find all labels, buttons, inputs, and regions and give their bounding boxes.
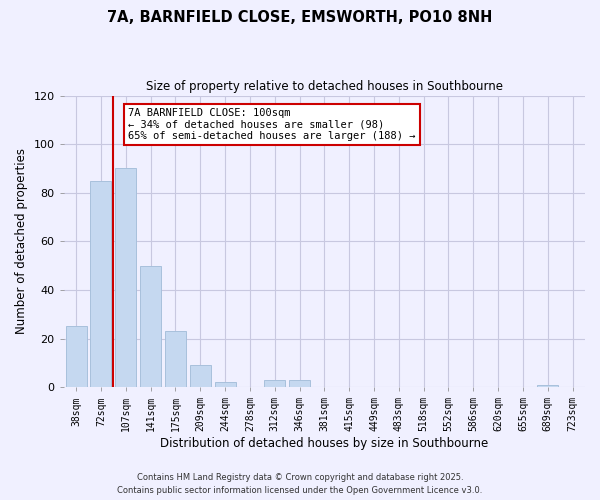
X-axis label: Distribution of detached houses by size in Southbourne: Distribution of detached houses by size …	[160, 437, 488, 450]
Bar	[65, 326, 86, 387]
Bar	[115, 168, 136, 387]
Bar	[264, 380, 285, 387]
Text: Contains HM Land Registry data © Crown copyright and database right 2025.
Contai: Contains HM Land Registry data © Crown c…	[118, 474, 482, 495]
Bar	[537, 384, 559, 387]
Y-axis label: Number of detached properties: Number of detached properties	[15, 148, 28, 334]
Bar	[215, 382, 236, 387]
Bar	[91, 180, 112, 387]
Text: 7A BARNFIELD CLOSE: 100sqm
← 34% of detached houses are smaller (98)
65% of semi: 7A BARNFIELD CLOSE: 100sqm ← 34% of deta…	[128, 108, 416, 141]
Title: Size of property relative to detached houses in Southbourne: Size of property relative to detached ho…	[146, 80, 503, 93]
Bar	[140, 266, 161, 387]
Bar	[289, 380, 310, 387]
Bar	[190, 366, 211, 387]
Text: 7A, BARNFIELD CLOSE, EMSWORTH, PO10 8NH: 7A, BARNFIELD CLOSE, EMSWORTH, PO10 8NH	[107, 10, 493, 25]
Bar	[165, 332, 186, 387]
